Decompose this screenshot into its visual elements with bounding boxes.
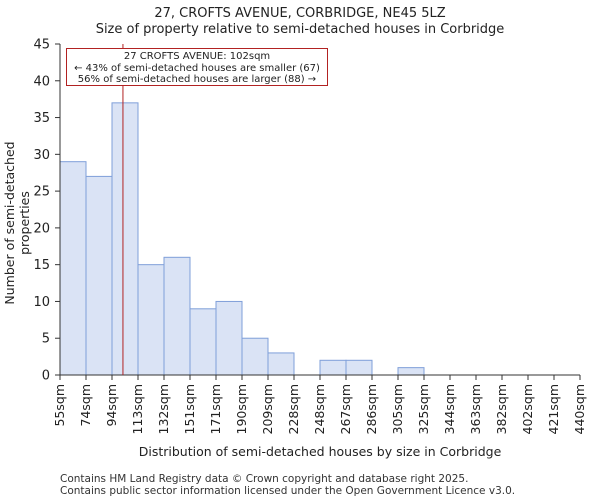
histogram-bar (267, 352, 295, 376)
x-tick-label: 74sqm (78, 384, 93, 427)
y-tick-label: 20 (33, 221, 50, 236)
chart-subtitle: Size of property relative to semi-detach… (95, 22, 505, 37)
histogram-bar (85, 175, 113, 376)
y-tick-label: 30 (33, 148, 50, 163)
x-tick-label: 132sqm (156, 384, 171, 434)
annotation-line-3: 56% of semi-detached houses are larger (… (77, 74, 317, 85)
y-axis-label: Number of semi-detached properties (2, 141, 32, 305)
annotation-line-2: ← 43% of semi-detached houses are smalle… (74, 62, 320, 74)
y-tick-label: 25 (33, 185, 50, 200)
x-tick-label: 286sqm (364, 384, 379, 434)
x-tick-label: 402sqm (520, 384, 535, 434)
histogram-bar (345, 359, 373, 376)
footer-licence: Contains public sector information licen… (60, 485, 516, 497)
x-tick-label: 440sqm (572, 384, 587, 434)
x-tick-label: 209sqm (260, 384, 275, 434)
x-tick-label: 228sqm (286, 384, 301, 434)
histogram-bar (59, 161, 87, 376)
annotation-line-1: 27 CROFTS AVENUE: 102sqm (123, 51, 271, 62)
y-tick-label: 10 (33, 295, 50, 310)
y-tick-label: 45 (33, 38, 50, 53)
x-tick-label: 171sqm (208, 384, 223, 434)
histogram-bar (241, 337, 269, 376)
y-tick-label: 35 (33, 111, 50, 126)
x-tick-label: 382sqm (494, 384, 509, 434)
histogram-bar (137, 264, 165, 376)
y-tick-label: 40 (33, 74, 50, 89)
x-tick-label: 363sqm (468, 384, 483, 434)
x-tick-label: 151sqm (182, 384, 197, 434)
x-tick-label: 421sqm (546, 384, 561, 434)
y-tick-label: 0 (42, 369, 50, 384)
histogram-bar (319, 359, 347, 376)
x-tick-label: 344sqm (442, 384, 457, 434)
x-tick-label: 113sqm (130, 384, 145, 434)
y-tick-label: 15 (33, 258, 50, 273)
x-tick-label: 190sqm (234, 384, 249, 434)
x-tick-label: 305sqm (390, 384, 405, 434)
y-tick-label: 5 (42, 332, 50, 347)
chart-title: 27, CROFTS AVENUE, CORBRIDGE, NE45 5LZ (154, 6, 446, 21)
x-tick-label: 55sqm (52, 384, 67, 427)
property-annotation-box: 27 CROFTS AVENUE: 102sqm ← 43% of semi-d… (66, 48, 328, 86)
x-tick-label: 94sqm (104, 384, 119, 427)
histogram-bar (397, 367, 425, 376)
histogram-bar (111, 102, 139, 376)
x-tick-label: 325sqm (416, 384, 431, 434)
x-tick-label: 267sqm (338, 384, 353, 434)
footer-copyright: Contains HM Land Registry data © Crown c… (60, 473, 469, 485)
x-tick-label: 248sqm (312, 384, 327, 434)
histogram-bar (163, 256, 191, 376)
histogram-bar (189, 308, 217, 376)
x-axis-label: Distribution of semi-detached houses by … (138, 444, 502, 459)
histogram-bar (215, 300, 243, 376)
